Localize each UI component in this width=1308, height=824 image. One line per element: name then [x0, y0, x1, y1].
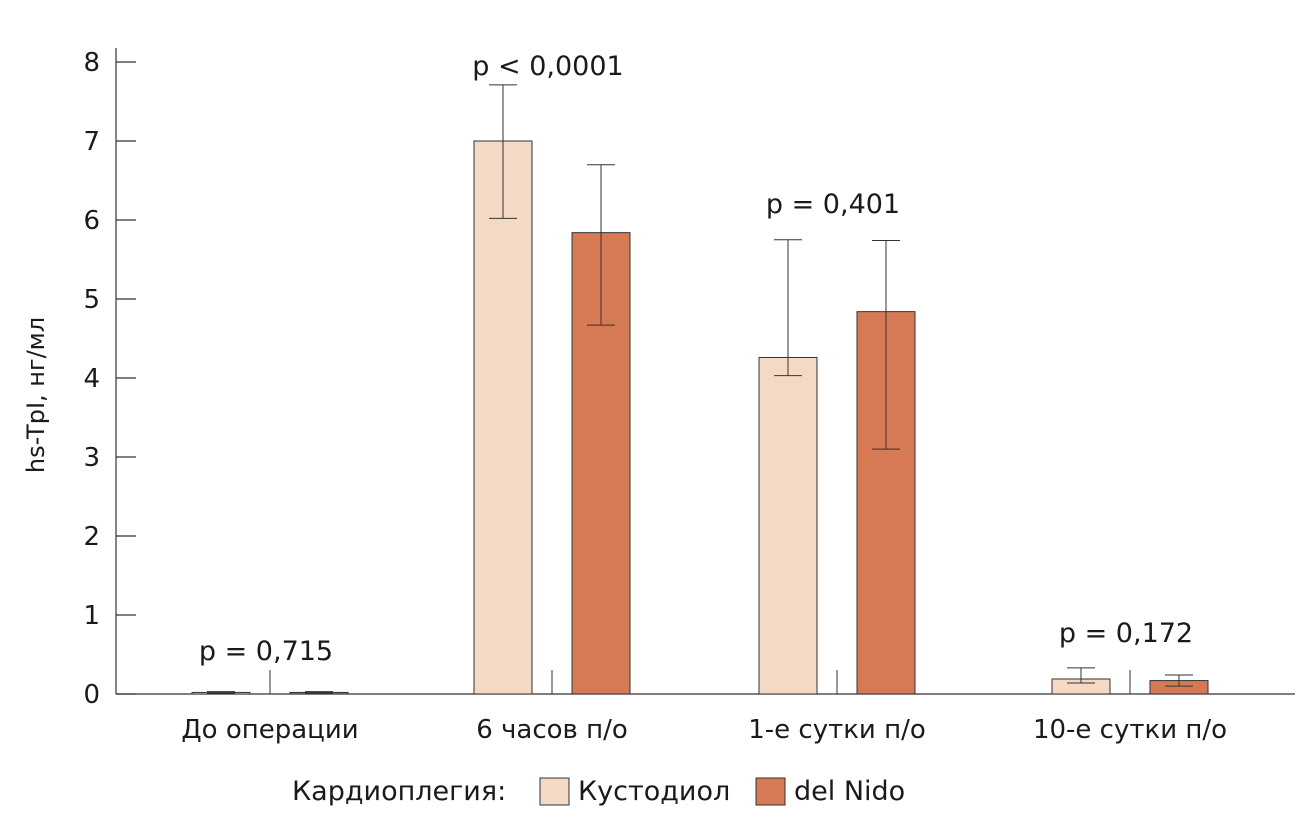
bar — [473, 140, 533, 695]
y-tick-label: 3 — [83, 443, 100, 473]
bar — [758, 356, 818, 695]
labels: До операции 6 часов п/о 1-е сутки п/о 10-е … — [181, 51, 1227, 745]
p-value-label: p = 0,172 — [1059, 618, 1193, 649]
bars — [191, 84, 1209, 695]
p-value-label: p = 0,715 — [199, 636, 333, 667]
y-tick-label: 4 — [83, 364, 100, 394]
y-tick-label: 0 — [83, 680, 100, 710]
y-tick-label: 7 — [83, 127, 100, 157]
y-axis-title: hs-TpI, нг/мл — [22, 317, 50, 473]
y-tick-label: 1 — [83, 601, 100, 631]
y-tick-label: 5 — [83, 285, 100, 315]
legend-label-delnido: del Nido — [794, 776, 905, 807]
legend-swatch-delnido — [755, 777, 786, 806]
legend-title: Кардиоплегия: — [292, 776, 506, 807]
legend-label-custodiol: Кустодиол — [578, 776, 730, 807]
y-tick-label: 8 — [83, 48, 100, 78]
axes: 0 1 2 3 4 5 6 7 8 — [83, 48, 1295, 710]
p-value-label: p = 0,401 — [766, 189, 900, 220]
x-category-label: 10-е сутки п/о — [1033, 715, 1227, 745]
p-value-label: p < 0,0001 — [472, 51, 623, 82]
legend-swatch-custodiol — [539, 777, 570, 806]
y-tick-label: 2 — [83, 522, 100, 552]
x-category-label: 1-е сутки п/о — [748, 715, 926, 745]
x-category-label: 6 часов п/о — [476, 715, 628, 745]
x-category-label: До операции — [181, 715, 358, 745]
y-tick-label: 6 — [83, 206, 100, 236]
legend: Кардиоплегия: Кустодиол del Nido — [292, 776, 905, 807]
